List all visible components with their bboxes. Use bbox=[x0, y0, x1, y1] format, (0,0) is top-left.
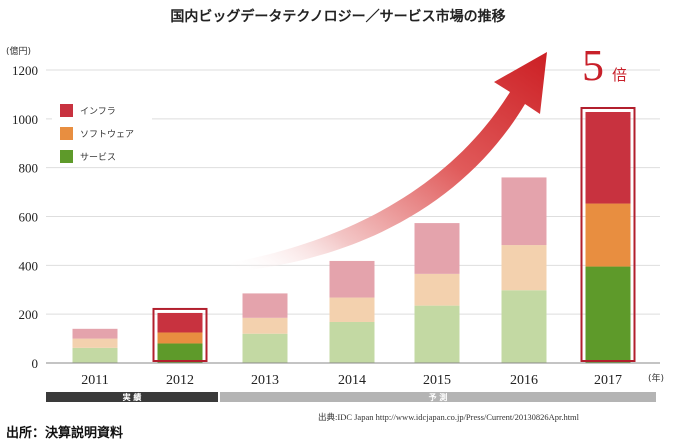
x-tick-label: 2014 bbox=[338, 373, 366, 388]
y-tick-label: 600 bbox=[19, 210, 39, 225]
y-axis-ticks: 0 200 400 600 800 1000 1200 bbox=[12, 63, 38, 371]
forecast-band bbox=[220, 392, 656, 402]
growth-arrow bbox=[230, 52, 547, 272]
growth-multiplier-number: 5 bbox=[582, 41, 604, 90]
x-tick-label: 2013 bbox=[251, 373, 279, 388]
bar-service-2014 bbox=[329, 321, 375, 363]
growth-multiplier-suffix: 倍 bbox=[612, 66, 627, 84]
legend-swatch-infra bbox=[60, 104, 73, 117]
x-tick-label: 2012 bbox=[166, 373, 194, 388]
x-tick-label: 2017 bbox=[594, 373, 622, 388]
bar-software-2012 bbox=[157, 332, 203, 344]
legend-label-service: サービス bbox=[80, 152, 116, 163]
x-tick-label: 2016 bbox=[510, 373, 538, 388]
y-axis-unit: (億円) bbox=[6, 45, 31, 57]
y-tick-label: 400 bbox=[19, 258, 39, 273]
bar-software-2014 bbox=[329, 297, 375, 322]
bar-infra-2012 bbox=[157, 312, 203, 333]
bar-service-2011 bbox=[72, 347, 118, 363]
bar-software-2011 bbox=[72, 338, 118, 348]
bar-infra-2014 bbox=[329, 260, 375, 298]
actual-band bbox=[46, 392, 218, 402]
x-tick-label: 2011 bbox=[81, 373, 108, 388]
source-note: 出典:IDC Japan http://www.idcjapan.co.jp/P… bbox=[318, 412, 580, 422]
bar-stack-group bbox=[72, 111, 631, 363]
bar-software-2015 bbox=[414, 273, 460, 306]
highlight-frame-2017 bbox=[580, 106, 636, 362]
y-tick-label: 1200 bbox=[12, 63, 38, 78]
footer-caption: 出所：決算説明資料 bbox=[6, 425, 123, 441]
forecast-label: 予 測 bbox=[429, 392, 448, 402]
bar-infra-2011 bbox=[72, 328, 118, 339]
bar-service-2012 bbox=[157, 343, 203, 363]
bar-software-2013 bbox=[242, 317, 288, 334]
bar-infra-2015 bbox=[414, 223, 460, 274]
y-tick-label: 800 bbox=[19, 161, 39, 176]
y-tick-label: 200 bbox=[19, 307, 39, 322]
y-tick-label: 0 bbox=[32, 356, 39, 371]
bar-infra-2013 bbox=[242, 293, 288, 318]
bar-infra-2017 bbox=[585, 111, 631, 204]
bar-service-2015 bbox=[414, 305, 460, 363]
y-tick-label: 1000 bbox=[12, 112, 38, 127]
bar-infra-2016 bbox=[501, 177, 547, 246]
actual-label: 実 績 bbox=[123, 392, 142, 402]
x-tick-label: 2015 bbox=[423, 373, 451, 388]
x-axis-unit: (年) bbox=[648, 372, 664, 384]
legend-label-software: ソフトウェア bbox=[80, 129, 134, 140]
bar-service-2017 bbox=[585, 266, 631, 363]
highlight-frame-2012 bbox=[152, 307, 208, 362]
bar-software-2017 bbox=[585, 203, 631, 267]
legend-swatch-software bbox=[60, 127, 73, 140]
highlight-frames bbox=[152, 106, 636, 362]
legend-label-infra: インフラ bbox=[80, 106, 116, 117]
chart-title: 国内ビッグデータテクノロジー／サービス市場の推移 bbox=[170, 8, 505, 25]
bar-service-2013 bbox=[242, 333, 288, 363]
bar-service-2016 bbox=[501, 290, 547, 363]
x-axis-ticks: 2011 2012 2013 2014 2015 2016 2017 bbox=[81, 373, 622, 388]
bar-software-2016 bbox=[501, 245, 547, 291]
legend-swatch-service bbox=[60, 150, 73, 163]
